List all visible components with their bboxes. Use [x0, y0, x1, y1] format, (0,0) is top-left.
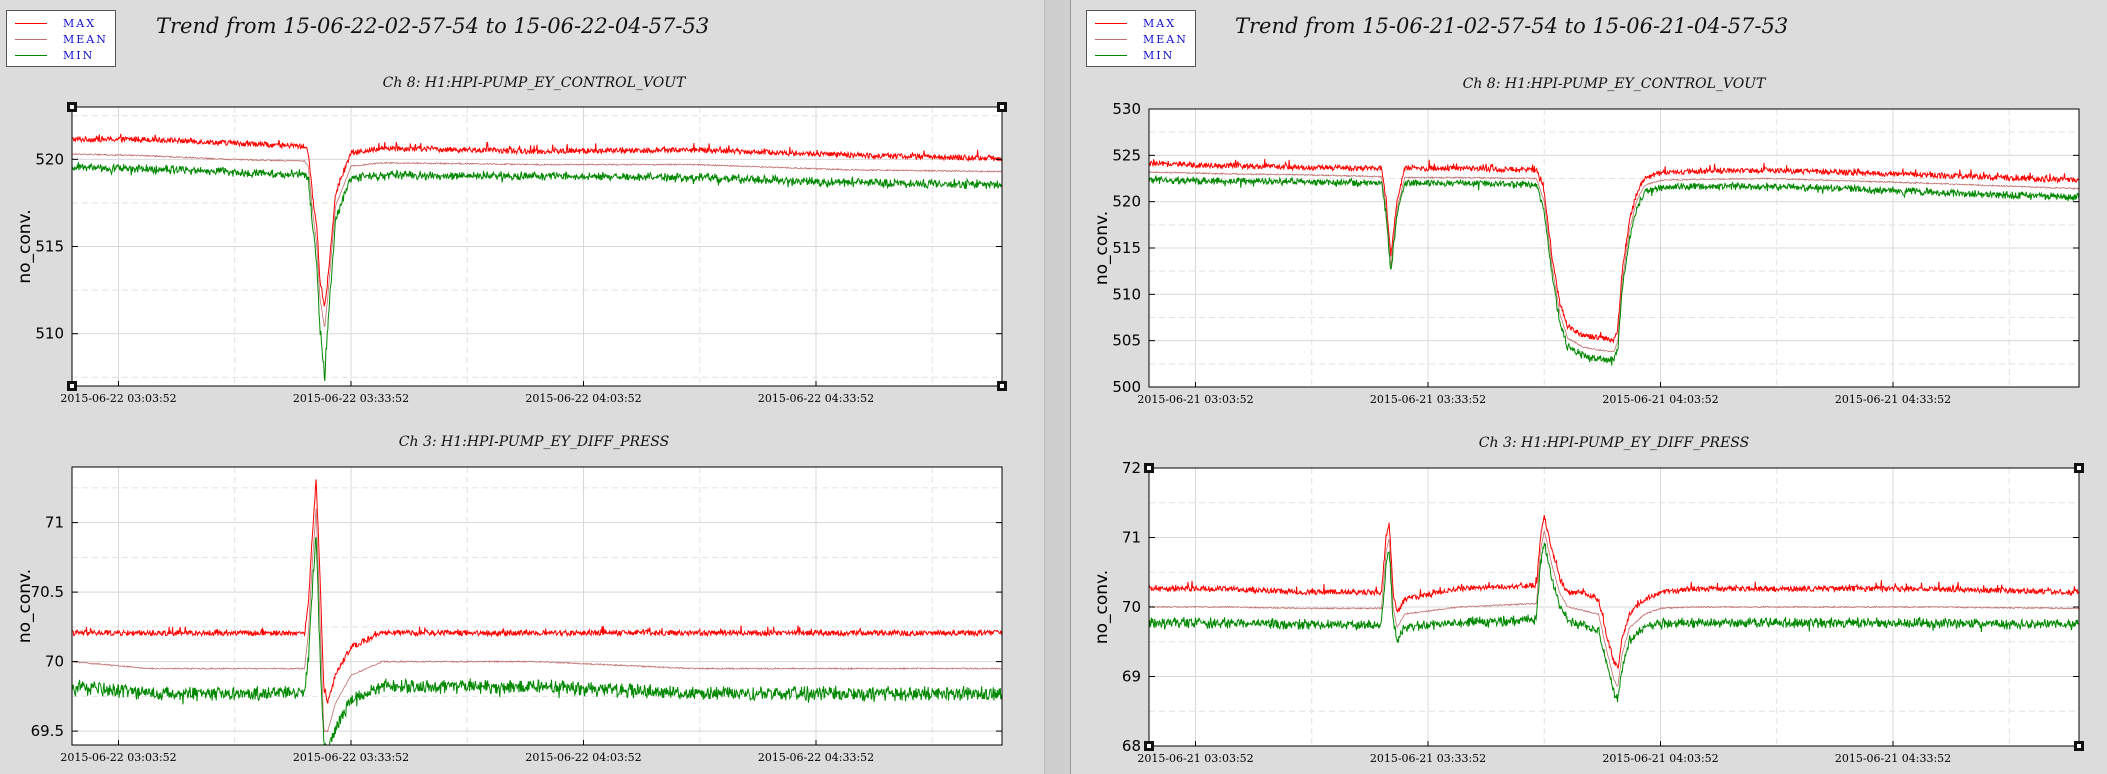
- trend-title: Trend from 15-06-22-02-57-54 to 15-06-22…: [156, 14, 710, 38]
- chart-title: Ch 8: H1:HPI-PUMP_EY_CONTROL_VOUT: [1462, 76, 1766, 92]
- legend-item-max: MAX: [1087, 17, 1195, 31]
- plot-control-vout: 500 505 510 515 520 525 530 2015-06-21 03:03:52…: [1092, 100, 2080, 406]
- legend-item-mean: MEAN: [1087, 33, 1195, 47]
- legend-swatch-max: [15, 23, 47, 24]
- trend-title: Trend from 15-06-21-02-57-54 to 15-06-21…: [1235, 14, 1789, 38]
- x-tick-label: 2015-06-22 04:33:52: [758, 392, 874, 405]
- x-tick-label: 2015-06-21 04:03:52: [1602, 393, 1718, 406]
- y-tick-label: 520: [1112, 193, 1141, 211]
- legend-swatch-mean: [15, 39, 47, 40]
- y-tick-label: 510: [1112, 285, 1141, 303]
- legend-box: MAX MEAN MIN: [6, 10, 116, 67]
- chart-title: Ch 3: H1:HPI-PUMP_EY_DIFF_PRESS: [1478, 435, 1750, 451]
- legend-label-max: MAX: [63, 17, 97, 30]
- legend-swatch-min: [1095, 55, 1127, 56]
- trend-panel-left: MAX MEAN MIN Trend from 15-06-22-02-57-5…: [0, 0, 1044, 774]
- y-tick-label: 525: [1112, 146, 1141, 164]
- series-mean-line: [1149, 170, 2080, 353]
- corner-handle-inner: [1000, 384, 1004, 388]
- series-max-line: [1148, 158, 2080, 344]
- legend-box: MAX MEAN MIN: [1086, 10, 1196, 67]
- series-min-line: [1148, 174, 2080, 366]
- corner-handle-inner: [70, 105, 74, 109]
- x-tick-label: 2015-06-21 03:03:52: [1137, 393, 1253, 406]
- legend-label-max: MAX: [1143, 17, 1177, 30]
- y-tick-label: 505: [1112, 332, 1141, 350]
- legend-swatch-min: [15, 55, 47, 56]
- x-tick-label: 2015-06-22 03:33:52: [293, 392, 409, 405]
- series-mean-line: [71, 152, 1003, 327]
- legend-item-min: MIN: [1087, 49, 1195, 63]
- legend-label-min: MIN: [63, 49, 95, 62]
- chart-title: Ch 8: H1:HPI-PUMP_EY_CONTROL_VOUT: [382, 75, 686, 91]
- y-tick-label: 510: [35, 325, 64, 343]
- grid-lines: [72, 107, 1002, 386]
- legend-item-min: MIN: [7, 49, 115, 63]
- y-tick-label: 500: [1112, 378, 1141, 396]
- x-tick-label: 2015-06-22 03:03:52: [60, 392, 176, 405]
- chart-title: Ch 3: H1:HPI-PUMP_EY_DIFF_PRESS: [398, 434, 670, 450]
- corner-handle-inner: [70, 384, 74, 388]
- y-tick-label: 515: [1112, 239, 1141, 257]
- legend-label-min: MIN: [1143, 49, 1175, 62]
- corner-handle-inner: [1000, 105, 1004, 109]
- legend-label-mean: MEAN: [63, 33, 108, 46]
- x-tick-label: 2015-06-22 04:03:52: [525, 392, 641, 405]
- y-axis-label: no_conv.: [1092, 211, 1112, 285]
- series-min-line: [71, 162, 1003, 382]
- legend-label-mean: MEAN: [1143, 33, 1188, 46]
- legend-item-max: MAX: [7, 17, 115, 31]
- y-tick-label: 520: [35, 150, 64, 168]
- legend-swatch-mean: [1095, 39, 1127, 40]
- panel-divider[interactable]: [1044, 0, 1072, 774]
- series-max-line: [71, 133, 1003, 307]
- y-tick-label: 530: [1112, 100, 1141, 118]
- plot-control-vout: 510 515 520 2015-06-22 03:03:52 2015-06-22 0…: [15, 102, 1007, 405]
- x-tick-label: 2015-06-21 04:33:52: [1835, 393, 1951, 406]
- y-tick-label: 515: [35, 238, 64, 256]
- trend-panel-right: MAX MEAN MIN Trend from 15-06-21-02-57-5…: [1071, 0, 2107, 774]
- legend-item-mean: MEAN: [7, 33, 115, 47]
- y-axis-label: no_conv.: [15, 209, 35, 283]
- x-tick-label: 2015-06-21 03:33:52: [1370, 393, 1486, 406]
- legend-swatch-max: [1095, 23, 1127, 24]
